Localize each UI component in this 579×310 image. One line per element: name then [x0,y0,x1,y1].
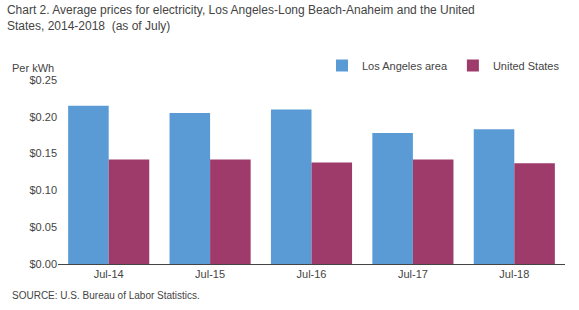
svg-text:Los Angeles area: Los Angeles area [362,60,448,72]
svg-text:$0.10: $0.10 [29,184,57,196]
svg-text:$0.15: $0.15 [29,147,57,159]
svg-text:Jul-15: Jul-15 [195,268,225,280]
svg-text:Jul-14: Jul-14 [94,268,124,280]
svg-text:$0.05: $0.05 [29,221,57,233]
svg-text:SOURCE: U.S. Bureau of Labor S: SOURCE: U.S. Bureau of Labor Statistics. [12,290,200,301]
svg-text:$0.20: $0.20 [29,111,57,123]
svg-text:$0.00: $0.00 [29,258,57,270]
svg-text:Per kWh: Per kWh [12,62,54,74]
svg-text:United States: United States [493,60,560,72]
svg-text:Jul-18: Jul-18 [499,268,529,280]
svg-text:Jul-16: Jul-16 [297,268,327,280]
svg-text:$0.25: $0.25 [29,74,57,86]
svg-text:Chart 2. Average prices for el: Chart 2. Average prices for electricity,… [7,3,475,33]
svg-text:Jul-17: Jul-17 [398,268,428,280]
